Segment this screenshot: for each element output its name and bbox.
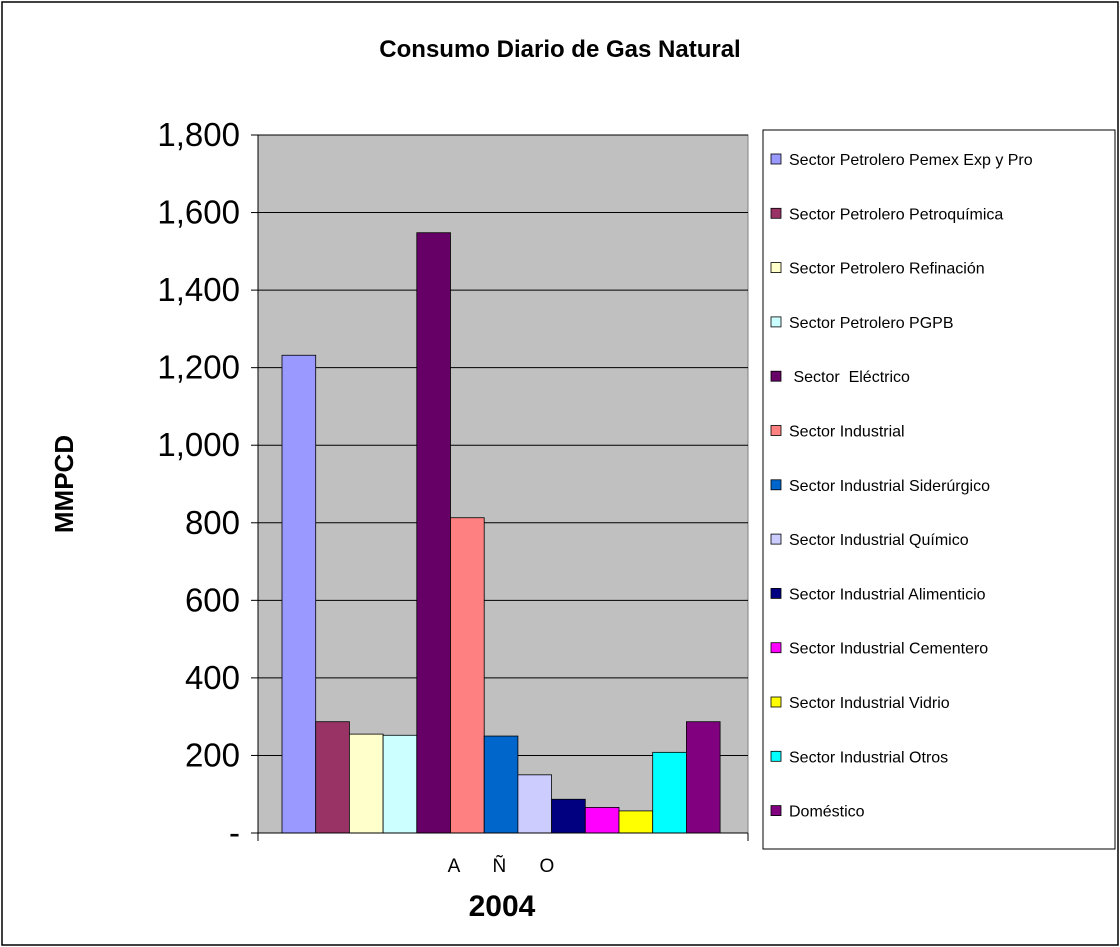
bar [584,807,620,834]
bar [551,798,586,834]
bar [450,517,485,834]
bar [348,733,384,834]
y-tick-labels: - 200 400 600 800 1,000 1,200 1,400 1,600 1,800 [157,116,240,851]
legend-swatch [770,696,782,708]
y-tick-label: 1,600 [157,194,240,231]
legend-swatch [770,153,782,165]
y-tick-label: 1,400 [157,271,240,308]
legend-swatch [770,207,782,219]
legend-swatch [770,533,782,545]
legend-swatch [770,316,782,328]
bar [483,735,519,834]
bar [416,232,451,834]
legend-label: Sector Petrolero Pemex Exp y Pro [789,152,1033,169]
legend-label: Sector Eléctrico [789,369,910,386]
legend-swatch [770,805,782,816]
legend-swatch [770,479,782,491]
legend-label: Sector Industrial [789,424,905,441]
bar [517,774,553,834]
legend [762,129,1116,850]
legend-swatch [770,425,782,436]
bar [315,721,350,834]
legend-label: Sector Industrial Otros [789,749,948,766]
legend-entries: Sector Petrolero Pemex Exp y Pro Sector P… [770,152,1033,821]
legend-label: Sector Industrial Vidrio [789,695,950,712]
bars [281,232,721,834]
y-tick-label: - [229,814,240,851]
plot-area [257,134,749,834]
legend-label: Sector Petrolero Refinación [789,261,985,278]
legend-label: Doméstico [789,804,865,821]
y-axis-label: MMPCD [49,435,79,533]
y-tick-label: 1,000 [157,426,240,463]
y-tick-label: 400 [185,659,240,696]
legend-swatch [770,370,782,382]
chart-title: Consumo Diario de Gas Natural [379,36,740,63]
legend-label: Sector Industrial Químico [789,532,969,549]
legend-swatch [770,750,782,762]
bar [652,751,687,834]
legend-label: Sector Petrolero PGPB [789,315,954,332]
y-tick-label: 1,800 [157,116,240,153]
bar [382,734,418,834]
bar [281,354,317,834]
legend-swatch [770,262,782,274]
bar [686,721,721,834]
legend-label: Sector Industrial Alimenticio [789,586,986,603]
legend-label: Sector Industrial Siderúrgico [789,478,990,495]
y-tick-label: 800 [185,504,240,541]
x-axis-label: 2004 [469,890,536,923]
legend-label: Sector Industrial Cementero [789,641,988,658]
gridlines [258,134,748,756]
y-tick-label: 200 [185,736,240,773]
legend-label: Sector Petrolero Petroquímica [789,206,1003,223]
bar [618,810,654,834]
axes [251,134,749,841]
legend-swatch [770,588,782,599]
y-tick-label: 1,200 [157,349,240,386]
x-category-label: A Ñ O [448,855,569,877]
legend-swatch [770,642,782,654]
y-tick-label: 600 [185,581,240,618]
